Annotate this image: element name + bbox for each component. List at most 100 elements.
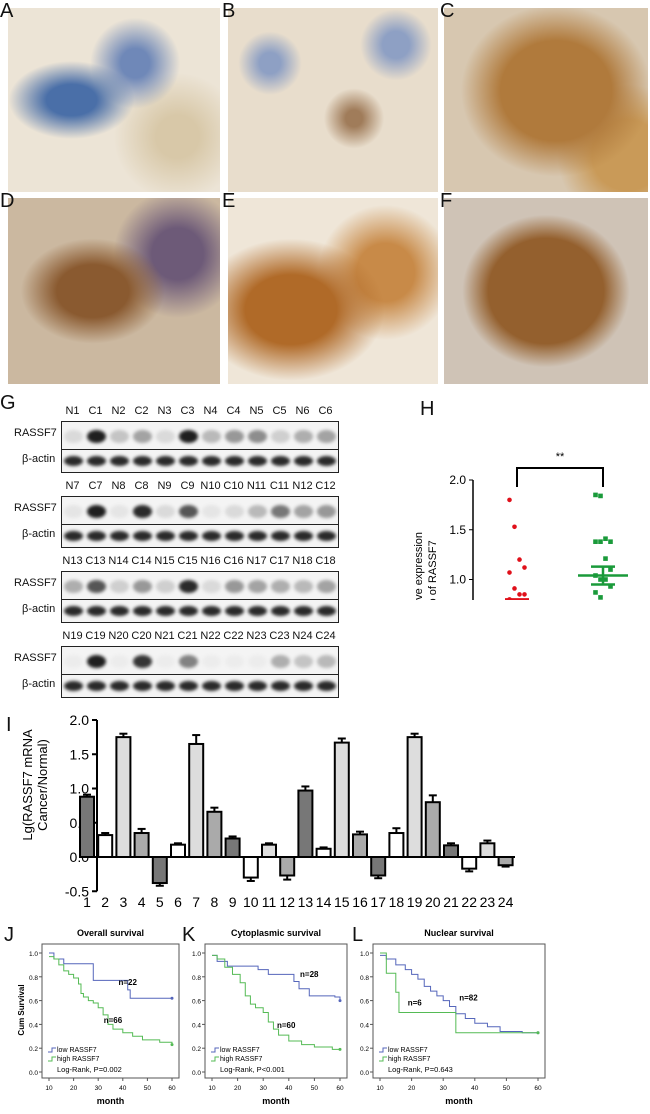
rassf7-strip	[61, 421, 339, 451]
x-tick-label: 13	[298, 894, 314, 910]
lane-label: N8	[111, 480, 126, 492]
data-point	[507, 570, 512, 575]
blot-band	[110, 606, 129, 616]
blot-band	[225, 430, 244, 443]
lane-label: C19	[85, 630, 106, 642]
blot-band	[248, 681, 267, 691]
blot-band	[317, 655, 336, 668]
blot-band	[87, 606, 106, 616]
legend-label: low RASSF7	[220, 1047, 260, 1054]
y-tick-label: 0.2	[29, 1046, 38, 1053]
y-tick-label: 0.4	[192, 1022, 201, 1029]
x-tick-label: 16	[352, 894, 368, 910]
y-tick-label: 1.0	[449, 573, 466, 587]
x-tick-label: 10	[243, 894, 259, 910]
blot-band	[179, 681, 198, 691]
x-tick-label: 30	[440, 1085, 448, 1092]
legend-swatch	[379, 1056, 387, 1062]
bar	[297, 789, 314, 858]
n-annotation: n=6	[408, 998, 423, 1007]
bar	[133, 832, 150, 858]
blot-band	[294, 655, 313, 668]
x-tick-label: 1	[83, 894, 91, 910]
blot-band	[156, 531, 175, 541]
lane-label: C12	[315, 480, 336, 492]
x-tick-label: 18	[389, 894, 405, 910]
chart-title: Cytoplasmic survival	[231, 928, 321, 938]
x-tick-label: 60	[336, 1085, 344, 1092]
blot-band	[225, 655, 244, 668]
legend-swatch	[379, 1047, 387, 1053]
lane-label: C21	[177, 630, 198, 642]
y-tick-label: 0.6	[29, 999, 38, 1006]
x-tick-label: 20	[234, 1085, 242, 1092]
legend-swatch	[48, 1056, 56, 1062]
data-point	[608, 567, 613, 572]
data-point	[507, 497, 512, 503]
panel-label-d: D	[0, 190, 15, 212]
ihc-image-c	[444, 8, 648, 192]
beta-actin-strip	[61, 599, 339, 623]
rassf7-label: RASSF7	[14, 577, 57, 589]
lane-label: C11	[269, 480, 290, 492]
lane-label: N6	[295, 405, 310, 417]
y-axis-label: ratio of RASSF7	[427, 540, 439, 600]
blot-band	[294, 580, 313, 593]
blot-band	[317, 606, 336, 616]
x-tick-label: 19	[407, 894, 423, 910]
x-tick-label: 20	[70, 1085, 78, 1092]
blot-band	[225, 681, 244, 691]
x-tick-label: 50	[503, 1085, 511, 1092]
y-tick-label: 0.0	[360, 1070, 369, 1077]
bar	[461, 856, 478, 870]
bar	[188, 742, 205, 858]
lane-label: C16	[223, 555, 244, 567]
lane-label: N9	[157, 480, 172, 492]
lane-label: N12	[292, 480, 313, 492]
blot-band	[87, 681, 106, 691]
chart-title: Overall survival	[77, 928, 144, 938]
scatter-chart-h: 0.00.51.01.52.0NormalTumorRelative expre…	[413, 451, 628, 600]
plot-frame	[372, 943, 546, 1079]
y-tick-label: 0.8	[360, 975, 369, 982]
blot-band	[317, 505, 336, 518]
beta-actin-label: β-actin	[22, 453, 56, 465]
y-axis-label: Lg(RASSF7 mRNA	[20, 729, 35, 841]
y-tick-label: 1.5	[70, 746, 90, 762]
x-tick-label: 10	[376, 1085, 384, 1092]
panel-label-e: E	[222, 190, 236, 212]
rassf7-label: RASSF7	[14, 427, 57, 439]
lane-label: N1	[65, 405, 80, 417]
blot-band	[225, 456, 244, 466]
blot-band	[64, 606, 83, 616]
x-tick-label: 40	[285, 1085, 293, 1092]
censor-mark	[170, 996, 174, 1000]
blot-band	[271, 456, 290, 466]
x-tick-label: 11	[262, 894, 277, 910]
blot-band	[179, 505, 198, 518]
log-rank-stat: Log-Rank, P<0.001	[220, 1065, 285, 1074]
legend-label: low RASSF7	[57, 1047, 97, 1054]
n-annotation: n=22	[118, 978, 137, 987]
n-annotation: n=66	[104, 1016, 123, 1025]
log-rank-stat: Log-Rank, P=0.643	[388, 1065, 453, 1074]
survival-chart-l: Nuclear survival month 0.0 0.2 0.4 0.6 0.8 1.0 1…	[360, 928, 546, 1106]
blot-band	[248, 655, 267, 668]
blot-band	[110, 531, 129, 541]
blot-band	[248, 606, 267, 616]
legend-swatch	[211, 1047, 219, 1053]
x-tick-label: 21	[443, 894, 459, 910]
bar	[261, 843, 277, 858]
n-annotation: n=28	[300, 970, 319, 979]
y-tick-label: 0.2	[192, 1046, 201, 1053]
ihc-image-d	[8, 198, 220, 384]
y-tick-label: 0.4	[360, 1022, 369, 1029]
blot-band	[156, 681, 175, 691]
lane-label: N11	[246, 480, 267, 492]
significance-label: **	[556, 451, 565, 463]
survival-chart-j: Overall survival month Cum Survival 0.0 0.2 0…	[17, 928, 180, 1106]
lane-label: N5	[249, 405, 264, 417]
blot-band	[156, 456, 175, 466]
blot-band	[248, 430, 267, 443]
